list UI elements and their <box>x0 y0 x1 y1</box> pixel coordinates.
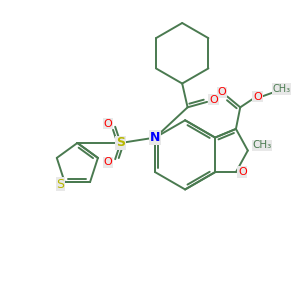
Text: O: O <box>218 87 226 97</box>
Text: S: S <box>116 136 125 149</box>
Text: O: O <box>238 167 247 177</box>
Text: N: N <box>150 131 160 144</box>
Text: O: O <box>103 118 112 128</box>
Text: O: O <box>209 95 218 105</box>
Text: O: O <box>253 92 262 101</box>
Text: CH₃: CH₃ <box>252 140 272 150</box>
Text: O: O <box>103 158 112 167</box>
Text: S: S <box>56 178 64 191</box>
Text: CH₃: CH₃ <box>272 84 290 94</box>
